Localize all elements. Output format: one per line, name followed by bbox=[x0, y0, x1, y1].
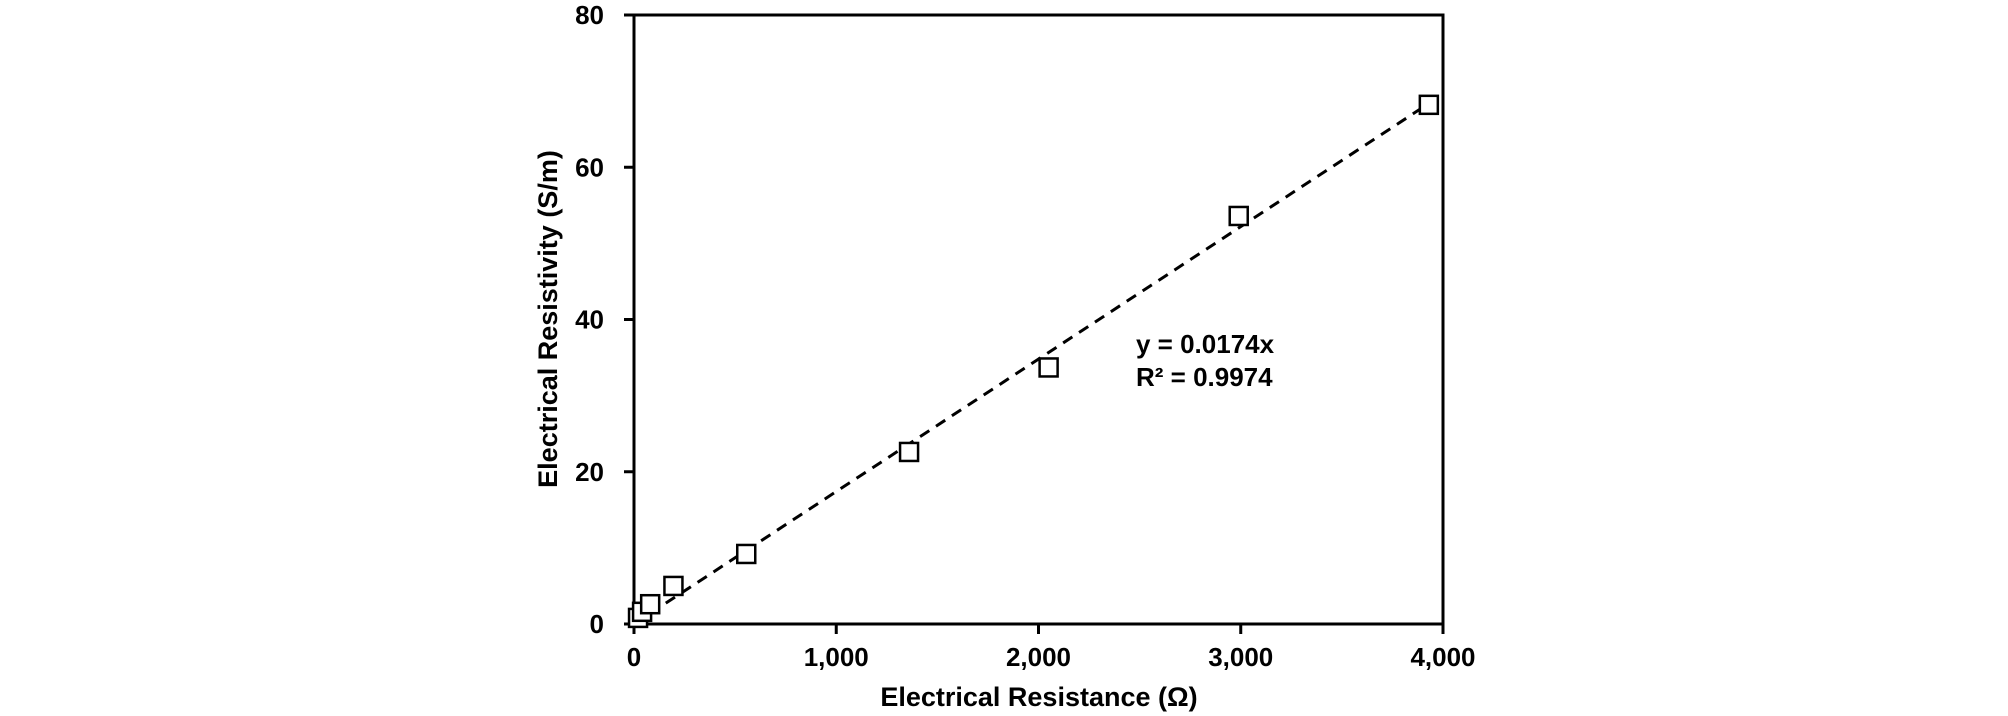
trendline bbox=[633, 102, 1430, 626]
y-axis-title: Electrical Resistivity (S/m) bbox=[533, 150, 563, 488]
trendline-equation: y = 0.0174x bbox=[1136, 329, 1275, 359]
x-tick-label: 2,000 bbox=[1006, 642, 1071, 672]
plot-area-frame bbox=[632, 13, 1445, 626]
y-tick-label: 40 bbox=[575, 305, 604, 335]
data-point-square bbox=[663, 575, 684, 597]
x-tick-label: 0 bbox=[627, 642, 641, 672]
y-axis-ticks: 0 20 40 60 80 bbox=[575, 0, 634, 639]
y-tick-label: 80 bbox=[575, 0, 604, 30]
data-point-square bbox=[1038, 357, 1059, 378]
x-axis-title: Electrical Resistance (Ω) bbox=[880, 682, 1197, 712]
data-points bbox=[627, 94, 1440, 629]
data-point-square bbox=[1418, 94, 1440, 116]
data-point-square bbox=[898, 441, 920, 463]
data-point-square bbox=[735, 543, 757, 565]
x-tick-label: 3,000 bbox=[1208, 642, 1273, 672]
x-tick-label: 1,000 bbox=[804, 642, 869, 672]
y-tick-label: 0 bbox=[590, 609, 604, 639]
x-tick-label: 4,000 bbox=[1410, 642, 1475, 672]
r-squared-label: R² = 0.9974 bbox=[1136, 362, 1273, 392]
data-point-square bbox=[1228, 205, 1249, 227]
y-tick-label: 20 bbox=[575, 457, 604, 487]
x-axis-ticks: 0 1,000 2,000 3,000 4,000 bbox=[627, 624, 1476, 672]
data-point-square bbox=[639, 593, 661, 615]
y-tick-label: 60 bbox=[575, 152, 604, 182]
